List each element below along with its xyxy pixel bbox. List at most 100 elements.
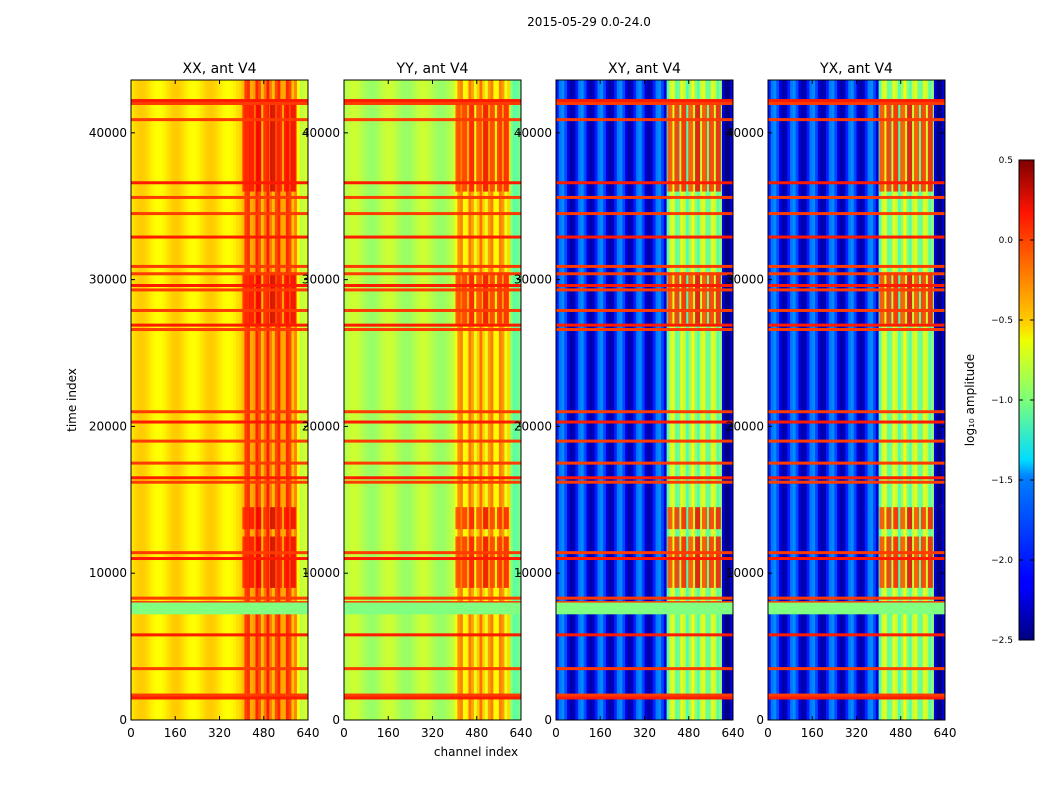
- panel-4: YX, ant V4 0 160 320 480 640 0 10000 20000 30000 4…: [726, 61, 957, 740]
- active-patch: [490, 272, 496, 324]
- active-patch: [263, 103, 269, 192]
- flagged-row: [556, 328, 733, 332]
- active-patch: [886, 103, 892, 192]
- active-patch: [462, 536, 468, 588]
- channel-band: [812, 80, 816, 720]
- flagged-row: [344, 557, 521, 561]
- x-tick-label: 320: [421, 726, 444, 740]
- channel-band: [266, 80, 270, 720]
- active-patch: [270, 536, 276, 588]
- y-tick-label: 40000: [302, 126, 340, 140]
- flagged-row: [556, 323, 733, 327]
- x-tick-label: 480: [252, 726, 275, 740]
- channel-band: [666, 80, 670, 720]
- panel-title: YY, ant V4: [396, 61, 469, 77]
- flagged-row: [768, 288, 945, 292]
- active-patch: [674, 507, 680, 530]
- channel-band: [622, 80, 626, 720]
- x-tick-label: 0: [552, 726, 560, 740]
- flagged-row: [768, 410, 945, 414]
- flagged-row: [344, 476, 521, 480]
- x-tick-label: 320: [633, 726, 656, 740]
- active-patch: [914, 536, 920, 588]
- channel-band: [781, 80, 786, 720]
- channel-band: [806, 80, 811, 720]
- active-patch: [667, 507, 673, 530]
- channel-band: [784, 80, 788, 720]
- panel-title: XX, ant V4: [183, 61, 257, 77]
- channel-band: [594, 80, 599, 720]
- flagged-row: [344, 101, 521, 105]
- channel-band: [194, 80, 198, 720]
- active-patch: [476, 507, 482, 530]
- flagged-row: [556, 410, 733, 414]
- channel-band: [415, 80, 420, 720]
- channel-band: [589, 80, 593, 720]
- x-tick-label: 480: [465, 726, 488, 740]
- flagged-row: [556, 667, 733, 671]
- channel-band: [677, 80, 682, 720]
- active-patch: [503, 507, 509, 530]
- panel-1: XX, ant V4 0 160 320 480 640 0 10000 20000 30000 4…: [89, 61, 320, 740]
- colorbar-tick-label: −1.5: [991, 476, 1013, 486]
- channel-band: [939, 80, 943, 720]
- flagged-row: [131, 596, 308, 600]
- flagged-row: [556, 284, 733, 288]
- channel-band: [641, 80, 646, 720]
- y-tick-label: 10000: [726, 566, 764, 580]
- heatmap-image: [556, 80, 733, 720]
- active-patch: [927, 272, 933, 324]
- active-patch: [927, 103, 933, 192]
- channel-band: [249, 80, 254, 720]
- y-tick-label: 10000: [514, 566, 552, 580]
- flagged-row: [131, 99, 308, 103]
- channel-band: [669, 80, 673, 720]
- active-patch: [283, 536, 289, 588]
- x-tick-label: 640: [934, 726, 957, 740]
- channel-band: [363, 80, 367, 720]
- channel-band: [914, 80, 918, 720]
- channel-band: [850, 80, 855, 720]
- active-patch: [503, 536, 509, 588]
- channel-band: [183, 80, 187, 720]
- flagged-row: [768, 284, 945, 288]
- channel-band: [719, 80, 723, 720]
- channel-band: [225, 80, 229, 720]
- flagged-row: [131, 667, 308, 671]
- panel-title: YX, ant V4: [819, 61, 893, 77]
- flagged-row: [556, 420, 733, 424]
- active-patch: [715, 507, 721, 530]
- flagged-row: [131, 557, 308, 561]
- channel-band: [881, 80, 885, 720]
- flagged-row: [768, 118, 945, 122]
- flagged-row: [768, 323, 945, 327]
- channel-band: [344, 80, 348, 720]
- channel-band: [487, 80, 492, 720]
- channel-band: [933, 80, 938, 720]
- channel-band: [917, 80, 921, 720]
- channel-band: [150, 80, 154, 720]
- channel-band: [578, 80, 582, 720]
- flagged-row: [768, 181, 945, 185]
- channel-band: [274, 80, 279, 720]
- active-patch: [702, 507, 708, 530]
- y-tick-label: 40000: [89, 126, 127, 140]
- channel-band: [172, 80, 176, 720]
- channel-band: [826, 80, 830, 720]
- x-tick-label: 640: [722, 726, 745, 740]
- channel-band: [867, 80, 871, 720]
- active-patch: [249, 536, 255, 588]
- channel-band: [446, 80, 450, 720]
- channel-band: [834, 80, 838, 720]
- flagged-band: [768, 602, 945, 615]
- channel-band: [379, 80, 384, 720]
- channel-band: [837, 80, 841, 720]
- channel-band: [504, 80, 508, 720]
- channel-band: [449, 80, 453, 720]
- active-patch: [695, 272, 701, 324]
- x-axis-label: channel index: [434, 745, 518, 759]
- active-patch: [263, 272, 269, 324]
- channel-band: [572, 80, 576, 720]
- active-patch: [914, 103, 920, 192]
- flagged-row: [344, 284, 521, 288]
